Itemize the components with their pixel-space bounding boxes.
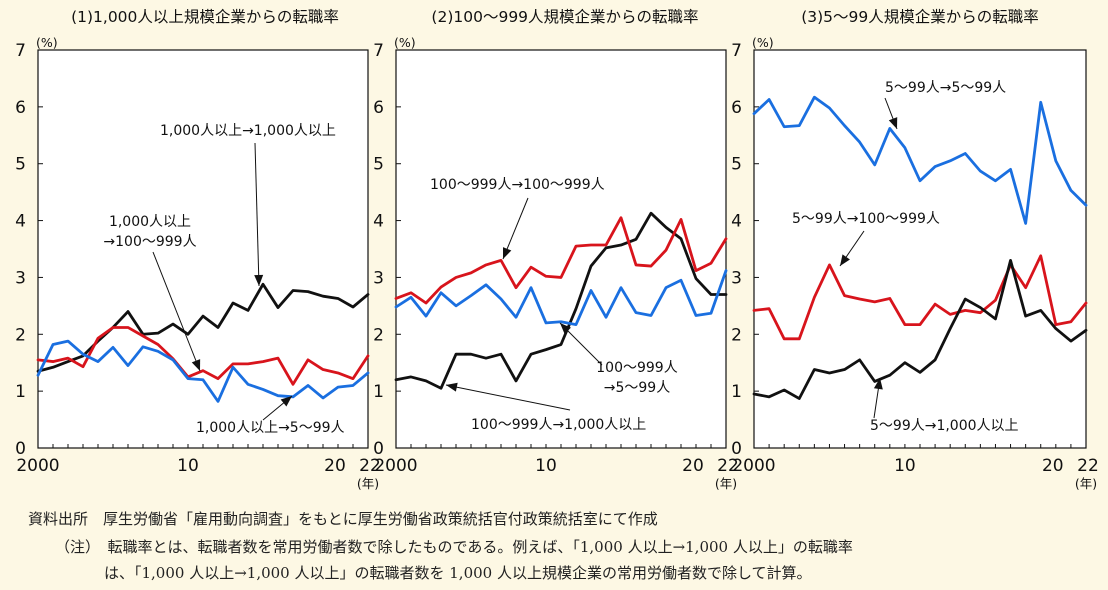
panel-1-arrow-1: [254, 142, 264, 287]
panel-2-arrow-4: [445, 382, 571, 411]
panel-1-ytick-label: 6: [15, 98, 26, 118]
panel-1-annotation-1: 1,000人以上→1,000人以上: [160, 123, 336, 139]
panel-2-title: (2)100～999人規模企業からの転職率: [431, 8, 698, 26]
panel-2-arrow-4-head: [446, 382, 458, 392]
panel-2-ytick-label: 0: [373, 439, 384, 459]
panel-2-xtick-label: 10: [535, 456, 557, 476]
panel-3-arrow-1-head: [888, 117, 898, 129]
panel-3-xlabel: (年): [1075, 476, 1097, 491]
panel-1-series-2-line: [36, 326, 370, 386]
panel-3-arrow-3: [873, 377, 883, 419]
panel-1-plot-area: [37, 49, 369, 449]
panel-1-annotation-3: →100～999人: [103, 234, 196, 250]
panel-1-arrow-3-head: [191, 359, 201, 371]
panel-1-xtick-label: 20: [324, 456, 346, 476]
panel-3-ytick-label: 1: [731, 382, 742, 402]
panel-1-arrow-4: [262, 395, 293, 421]
panel-1-ytick-label: 3: [15, 268, 26, 288]
panel-1-title: (1)1,000人以上規模企業からの転職率: [71, 8, 339, 26]
panel-1-arrow-4-head: [280, 396, 292, 407]
panel-1-arrow-1-shaft: [254, 142, 260, 287]
panel-3-ytick-label: 6: [731, 98, 742, 118]
panel-3-xtick-label: 10: [894, 456, 916, 476]
panel-2-xtick-label: 20: [682, 456, 704, 476]
panel-2-annotation-1: 100～999人→100～999人: [430, 177, 605, 193]
panel-2-annotation-2: 100～999人: [596, 360, 677, 376]
panel-2-xtick-label: 22: [717, 456, 739, 476]
panel-3-ytick-label: 3: [731, 268, 742, 288]
panel-2-arrow-4-shaft: [445, 384, 571, 411]
panel-3-annotation-3: 5～99人→1,000人以上: [870, 418, 1019, 434]
panel-1-annotation-4: 1,000人以上→5～99人: [196, 420, 345, 436]
panel-3-ytick-label: 4: [731, 212, 742, 232]
panel-2-ytick-label: 2: [373, 325, 384, 345]
panel-1-arrow-3: [152, 251, 201, 372]
panel-3-arrow-3-head: [873, 378, 883, 390]
panel-3-ytick-label: 5: [731, 155, 742, 175]
panel-3-annotation-1: 5～99人→5～99人: [885, 80, 1006, 96]
panel-3-series-3-line: [752, 258, 1088, 400]
panel-2-ytick-label: 4: [373, 212, 384, 232]
panel-2-arrow-1: [502, 197, 529, 260]
panel-3-title: (3)5～99人規模企業からの転職率: [801, 8, 1039, 26]
panel-2-arrow-1-head: [503, 247, 512, 259]
panel-1-arrow-1-head: [254, 274, 264, 286]
panel-3-xtick-label: 22: [1077, 456, 1099, 476]
panel-2-ytick-label: 5: [373, 155, 384, 175]
panel-3-series-1-line: [752, 95, 1088, 225]
panel-1-ytick-label: 7: [15, 41, 26, 61]
panel-3-ytick-label: 7: [731, 41, 742, 61]
panel-2-annotation-4: 100～999人→1,000人以上: [471, 417, 646, 433]
panel-3-arrow-2-head: [840, 254, 850, 266]
panel-2-series-2-line: [394, 216, 728, 305]
panel-2-ytick-label: 1: [373, 382, 384, 402]
panel-1-ytick-label: 0: [15, 439, 26, 459]
panel-1-xtick-label: 2000: [16, 456, 59, 476]
panel-3-ytick-label: 0: [731, 439, 742, 459]
panel-2-xlabel: (年): [715, 476, 737, 491]
panel-1-ytick-label: 4: [15, 212, 26, 232]
panel-2-plot-area: [395, 49, 727, 449]
panel-1-ylabel: (%): [36, 35, 58, 50]
panel-1-ytick-label: 5: [15, 155, 26, 175]
panel-2-ytick-label: 3: [373, 268, 384, 288]
panel-1-xtick-label: 22: [359, 456, 381, 476]
panel-1-ytick-label: 1: [15, 382, 26, 402]
panel-3-xtick-label: 2000: [732, 456, 775, 476]
panel-2-arrow-3-head: [560, 323, 571, 334]
panel-2-ytick-label: 6: [373, 98, 384, 118]
panel-3-xtick-label: 20: [1042, 456, 1064, 476]
panel-1-series-3-line: [36, 339, 370, 403]
panel-3-arrow-2: [839, 230, 865, 267]
panel-2-ytick-label: 7: [373, 41, 384, 61]
panel-3-annotation-2: 5～99人→100～999人: [792, 211, 940, 227]
panel-3-ylabel: (%): [752, 35, 774, 50]
panel-2-annotation-3: →5～99人: [604, 380, 670, 396]
panel-2-series-1-line: [394, 211, 728, 390]
panel-1-annotation-2: 1,000人以上: [109, 214, 191, 230]
panel-2-arrow-3: [559, 322, 603, 366]
panel-3-arrow-1: [884, 97, 898, 130]
panel-2-ylabel: (%): [394, 35, 416, 50]
panel-2-series-3-line: [394, 269, 728, 327]
panel-1-arrow-3-shaft: [152, 251, 201, 372]
panel-3-ytick-label: 2: [731, 325, 742, 345]
panel-1-xlabel: (年): [357, 476, 379, 491]
panel-1-xtick-label: 10: [177, 456, 199, 476]
panel-1-ytick-label: 2: [15, 325, 26, 345]
panel-2-xtick-label: 2000: [374, 456, 417, 476]
panel-3-series-2-line: [752, 254, 1088, 341]
